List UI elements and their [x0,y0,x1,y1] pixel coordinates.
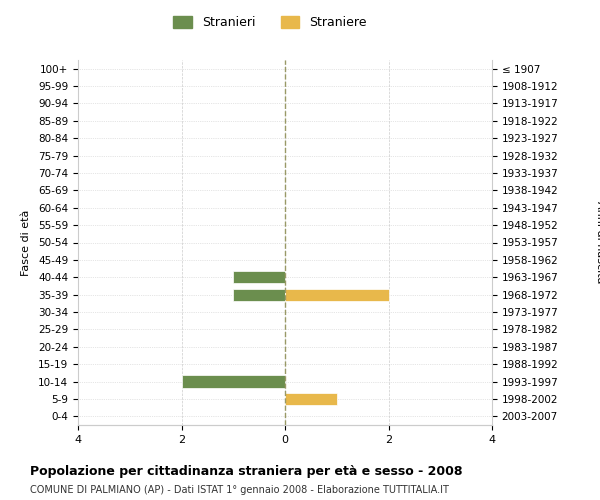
Bar [233,271,285,283]
Y-axis label: Fasce di età: Fasce di età [21,210,31,276]
Text: COMUNE DI PALMIANO (AP) - Dati ISTAT 1° gennaio 2008 - Elaborazione TUTTITALIA.I: COMUNE DI PALMIANO (AP) - Dati ISTAT 1° … [30,485,449,495]
Bar [233,288,285,300]
Bar [285,288,389,300]
Y-axis label: Anni di nascita: Anni di nascita [595,201,600,284]
Bar [182,376,285,388]
Text: Popolazione per cittadinanza straniera per età e sesso - 2008: Popolazione per cittadinanza straniera p… [30,465,463,478]
Bar [285,393,337,405]
Legend: Stranieri, Straniere: Stranieri, Straniere [168,11,372,34]
